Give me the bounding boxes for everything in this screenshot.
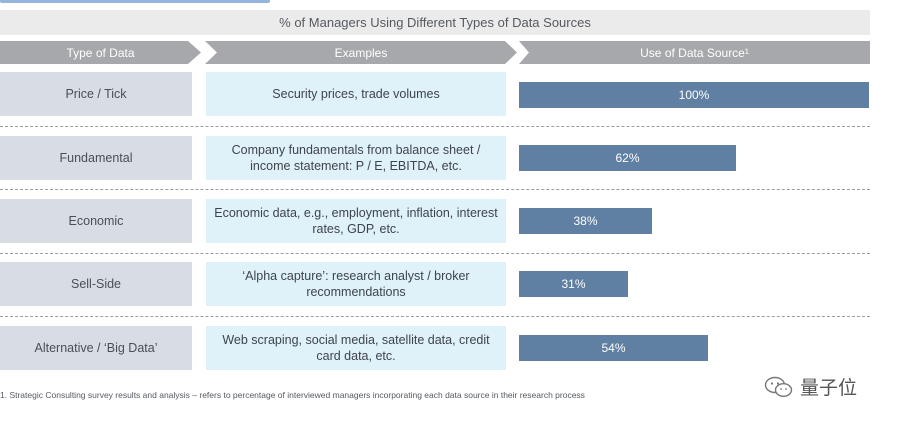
examples-cell: Economic data, e.g., employment, inflati… [206,199,506,243]
examples-cell: Security prices, trade volumes [206,72,506,116]
header-examples: Examples [205,41,517,64]
header-use-of-data-source: Use of Data Source¹ [519,41,870,64]
bar-value-label: 31% [561,277,586,291]
type-of-data-cell: Alternative / ‘Big Data’ [0,326,192,370]
type-of-data-cell: Economic [0,199,192,243]
header-type-of-data: Type of Data [0,41,201,64]
bar-1: 100% [519,82,869,108]
examples-cell: Company fundamentals from balance sheet … [206,136,506,180]
header-use-label: Use of Data Source¹ [640,45,749,60]
watermark-text: 量子位 [800,378,858,399]
bar-3: 38% [519,208,652,234]
bar-4: 31% [519,271,628,297]
row-separator [0,126,870,127]
type-of-data-cell: Sell-Side [0,262,192,306]
bar-value-label: 38% [573,214,598,228]
row-separator [0,253,870,254]
examples-cell: Web scraping, social media, satellite da… [206,326,506,370]
bar-5: 54% [519,335,708,361]
type-of-data-cell: Price / Tick [0,72,192,116]
wechat-icon [764,376,793,397]
bar-value-label: 62% [615,151,640,165]
header-type-label: Type of Data [66,45,135,60]
header-examples-label: Examples [334,45,388,60]
watermark: 量子位 [764,373,857,400]
row-separator [0,189,870,190]
examples-cell: ‘Alpha capture’: research analyst / brok… [206,262,506,306]
bar-value-label: 54% [601,341,626,355]
chart-title: % of Managers Using Different Types of D… [0,10,870,35]
row-separator [0,316,870,317]
bar-2: 62% [519,145,736,171]
type-of-data-cell: Fundamental [0,136,192,180]
footnote: 1. Strategic Consulting survey results a… [0,390,585,400]
bar-value-label: 100% [678,88,710,102]
top-cropped-heading [0,0,300,6]
